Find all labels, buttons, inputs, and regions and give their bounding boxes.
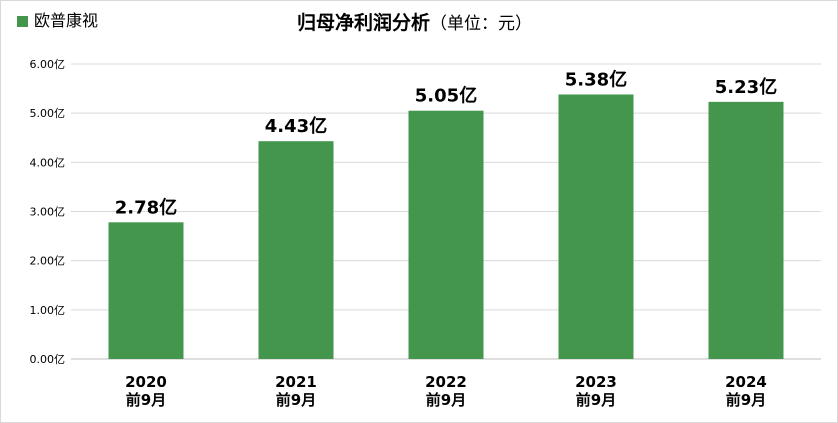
y-tick-label: 6.00亿 <box>30 58 66 71</box>
y-tick-label: 4.00亿 <box>30 156 66 169</box>
x-tick-label-year: 2021 <box>275 373 317 391</box>
x-tick-label-year: 2024 <box>725 373 767 391</box>
x-tick-label-period: 前9月 <box>276 391 316 409</box>
chart-title: 归母净利润分析（单位：元） <box>297 10 532 37</box>
bar <box>408 110 484 359</box>
data-label: 5.23亿 <box>715 76 777 98</box>
y-tick-label: 0.00亿 <box>30 353 66 366</box>
y-tick-label: 2.00亿 <box>30 255 66 268</box>
data-label: 4.43亿 <box>265 115 327 137</box>
y-tick-label: 1.00亿 <box>30 304 66 317</box>
legend-swatch <box>17 15 28 27</box>
data-label: 2.78亿 <box>115 196 177 218</box>
x-tick-label-year: 2023 <box>575 373 617 391</box>
x-tick-label-year: 2022 <box>425 373 467 391</box>
x-tick-label-period: 前9月 <box>126 391 166 409</box>
data-label: 5.05亿 <box>415 85 477 107</box>
legend: 欧普康视 <box>17 11 98 31</box>
y-tick-label: 3.00亿 <box>30 206 66 219</box>
bar <box>558 94 634 359</box>
x-tick-label-period: 前9月 <box>726 391 766 409</box>
legend-label: 欧普康视 <box>34 11 99 30</box>
bar <box>108 222 184 359</box>
chart-title-unit: （单位：元） <box>430 14 533 34</box>
x-tick-label-year: 2020 <box>125 373 167 391</box>
x-tick-label-period: 前9月 <box>576 391 616 409</box>
data-label: 5.38亿 <box>565 68 627 90</box>
bar <box>258 141 334 359</box>
x-tick-label-period: 前9月 <box>426 391 466 409</box>
y-tick-label: 5.00亿 <box>30 107 66 120</box>
bar <box>708 101 784 359</box>
chart-title-main: 归母净利润分析 <box>297 12 431 34</box>
